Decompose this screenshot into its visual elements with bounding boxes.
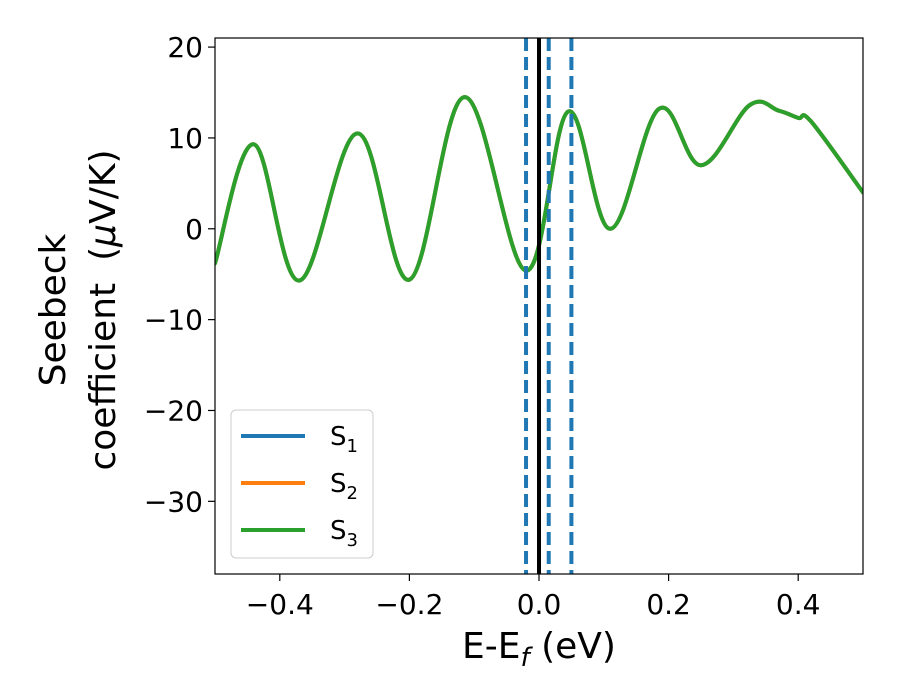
- y-tick-label: −30: [144, 485, 203, 518]
- y-tick-label: 10: [167, 122, 203, 155]
- x-axis-label-unit: (eV): [530, 626, 616, 667]
- y-tick-label: −10: [144, 304, 203, 337]
- series-layer: [215, 95, 863, 283]
- y-tick-label: 0: [185, 213, 203, 246]
- series-line-s3: [215, 95, 863, 283]
- x-tick-label: 0.2: [646, 588, 691, 621]
- legend: S1 S2 S3: [230, 409, 374, 559]
- x-tick-label: 0.4: [776, 588, 821, 621]
- x-tick-label: −0.4: [246, 588, 314, 621]
- x-axis-label: E-Ef (eV): [462, 626, 616, 673]
- y-tick-label: −20: [144, 394, 203, 427]
- x-tick-label: 0.0: [517, 588, 562, 621]
- x-tick-label: −0.2: [375, 588, 443, 621]
- y-axis-label-line2: coefficient(μV/K): [83, 149, 124, 470]
- legend-label-s3: S3: [330, 516, 358, 551]
- y-axis-label-line1: Seebeck: [33, 233, 74, 386]
- vline-layer: [524, 38, 574, 574]
- legend-label-s1: S1: [330, 422, 358, 457]
- legend-label-s2: S2: [330, 469, 358, 504]
- y-tick-label: 20: [167, 31, 203, 64]
- x-axis-ticks: −0.4 −0.2 0.0 0.2 0.4: [246, 574, 821, 621]
- y-axis-ticks: 20 10 0 −10 −20 −30: [144, 31, 215, 518]
- y-axis-label: Seebeck coefficient(μV/K): [33, 149, 124, 470]
